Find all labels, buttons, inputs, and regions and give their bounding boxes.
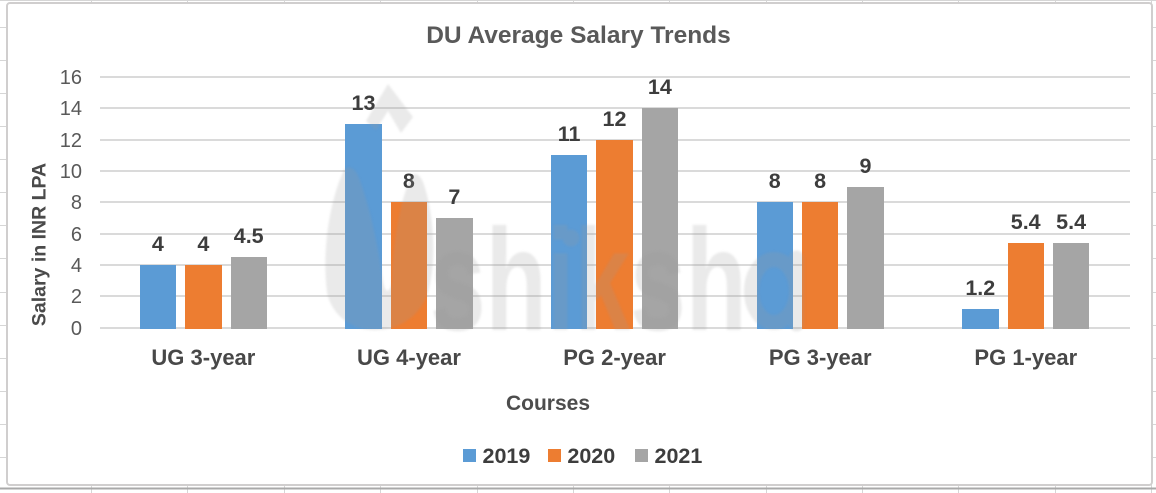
- svg-text:shiksh: shiksh: [430, 200, 747, 362]
